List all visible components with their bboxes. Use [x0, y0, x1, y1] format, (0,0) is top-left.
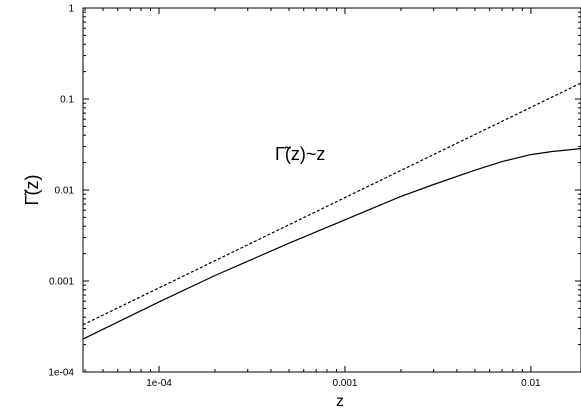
y-tick-label: 1: [68, 4, 74, 15]
tick-labels: 1e-04 0.001 0.01 0.1 1 1e-04 0.001 0.01: [48, 4, 541, 390]
series: [82, 82, 581, 340]
x-tick-label: 0.001: [332, 378, 357, 389]
annotation-gamma-z: Γ̃(z)~z: [275, 144, 325, 164]
ticks: [83, 7, 581, 373]
y-tick-label: 0.01: [55, 186, 75, 197]
y-tick-label: 0.001: [49, 277, 74, 288]
x-axis-title: z: [336, 393, 344, 410]
y-tick-label: 0.1: [60, 95, 74, 106]
x-tick-label: 0.01: [521, 378, 541, 389]
x-tick-label: 1e-04: [146, 378, 172, 389]
plot-frame: [82, 7, 581, 373]
series-line-solid: [82, 148, 581, 340]
series-line-dashed: [82, 82, 581, 326]
y-tick-label: 1e-04: [48, 368, 74, 379]
y-axis-title: Γ̃(z): [22, 175, 42, 206]
